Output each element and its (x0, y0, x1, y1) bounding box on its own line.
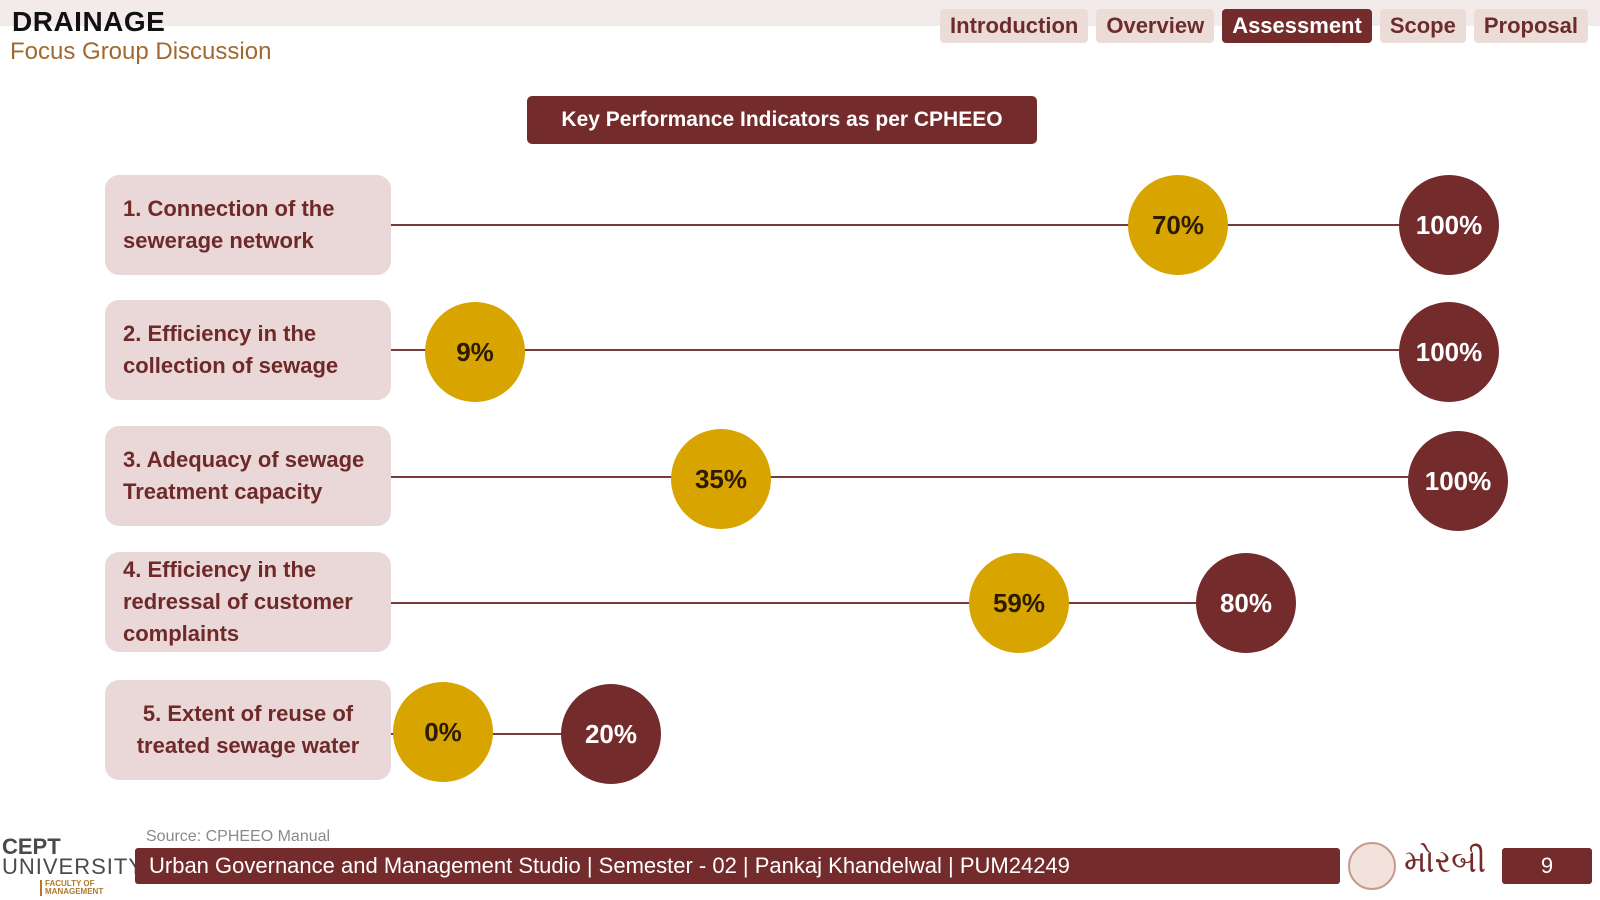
city-name: મોરબી (1404, 842, 1486, 880)
kpi-label-redressal: 4. Efficiency in the redressal of custom… (105, 552, 391, 652)
page-title: DRAINAGE (12, 6, 166, 37)
kpi-panel-title: Key Performance Indicators as per CPHEEO (527, 96, 1037, 144)
logo-line-1: CEPT (2, 834, 61, 859)
kpi-line-reuse (391, 733, 611, 735)
section-nav: Introduction Overview Assessment Scope P… (940, 9, 1588, 43)
tab-introduction[interactable]: Introduction (940, 9, 1089, 43)
tab-proposal[interactable]: Proposal (1473, 9, 1588, 43)
page-number: 9 (1502, 848, 1592, 884)
footer-bar: Urban Governance and Management Studio |… (135, 848, 1340, 884)
kpi-target-reuse: 20% (561, 684, 661, 784)
kpi-actual-redressal: 59% (969, 553, 1069, 653)
kpi-target-redressal: 80% (1196, 553, 1296, 653)
kpi-target-connection: 100% (1399, 175, 1499, 275)
tab-scope[interactable]: Scope (1379, 9, 1466, 43)
kpi-actual-connection: 70% (1128, 175, 1228, 275)
kpi-actual-collection: 9% (425, 302, 525, 402)
kpi-actual-reuse: 0% (393, 682, 493, 782)
kpi-actual-treatment: 35% (671, 429, 771, 529)
kpi-line-redressal (391, 602, 1246, 604)
kpi-target-collection: 100% (1399, 302, 1499, 402)
tab-overview[interactable]: Overview (1096, 9, 1215, 43)
kpi-label-reuse: 5. Extent of reuse of treated sewage wat… (105, 680, 391, 780)
city-emblem-icon (1348, 842, 1396, 890)
tab-assessment[interactable]: Assessment (1222, 9, 1372, 43)
kpi-line-connection (391, 224, 1449, 226)
kpi-target-treatment: 100% (1408, 431, 1508, 531)
page-subtitle: Focus Group Discussion (10, 38, 272, 65)
kpi-line-treatment (391, 476, 1457, 478)
kpi-line-collection (391, 349, 1449, 351)
kpi-label-collection: 2. Efficiency in the collection of sewag… (105, 300, 391, 400)
kpi-label-connection: 1. Connection of the sewerage network (105, 175, 391, 275)
kpi-label-treatment: 3. Adequacy of sewage Treatment capacity (105, 426, 391, 526)
university-logo: CEPT UNIVERSITY FACULTY OF MANAGEMENT (2, 834, 143, 898)
logo-line-2: UNIVERSITY (2, 854, 145, 879)
logo-line-3: FACULTY OF MANAGEMENT (40, 880, 132, 896)
source-note: Source: CPHEEO Manual (146, 828, 331, 845)
